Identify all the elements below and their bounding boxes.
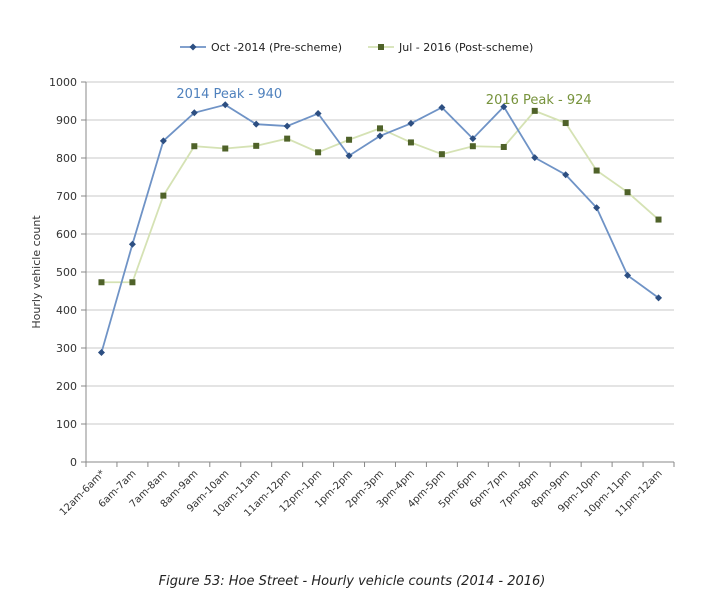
peak-annotation: 2016 Peak - 924: [486, 93, 592, 108]
chart-annotations: 2014 Peak - 940 2016 Peak - 924: [176, 87, 591, 108]
y-tick-label: 900: [56, 114, 77, 127]
y-tick-label: 600: [56, 228, 77, 241]
data-point: [345, 152, 353, 160]
data-point: [376, 132, 384, 140]
data-point: [128, 240, 136, 248]
data-point: [160, 192, 167, 199]
x-tick-label: 12am-6am*: [58, 468, 108, 518]
y-tick-label: 1000: [49, 76, 77, 89]
data-point: [500, 103, 508, 111]
series-oct-2014: [97, 101, 663, 357]
data-point: [129, 279, 136, 286]
legend-entry: Oct -2014 (Pre-scheme): [180, 41, 342, 54]
legend-marker: [189, 43, 197, 51]
y-tick-label: 200: [56, 380, 77, 393]
data-point: [315, 149, 322, 156]
data-point: [624, 271, 632, 279]
y-tick-label: 300: [56, 342, 77, 355]
data-point: [469, 143, 476, 150]
legend-marker: [378, 44, 384, 50]
chart-series: [97, 101, 663, 357]
data-point: [191, 143, 198, 150]
chart-grid: [86, 81, 674, 425]
chart-axes: 0 100 200 300 400 500 600 700 800 900 1000 12am-6am…: [49, 76, 675, 519]
y-tick-label: 0: [70, 456, 77, 469]
y-tick-label: 400: [56, 304, 77, 317]
data-point: [562, 120, 569, 127]
data-point: [283, 122, 291, 130]
line-chart: Oct -2014 (Pre-scheme) Jul - 2016 (Post-s…: [30, 41, 675, 519]
data-point: [346, 136, 353, 143]
data-point: [469, 135, 477, 143]
series-line: [100, 103, 660, 353]
data-point: [593, 167, 600, 174]
data-point: [562, 171, 570, 179]
peak-annotation: 2014 Peak - 940: [176, 87, 282, 102]
data-point: [624, 189, 631, 196]
y-tick-label: 700: [56, 190, 77, 203]
data-point: [190, 109, 198, 117]
data-point: [655, 294, 663, 302]
y-tick-label: 500: [56, 266, 77, 279]
data-point: [438, 103, 446, 111]
data-point: [98, 279, 105, 286]
series-jul-2016: [98, 107, 662, 286]
data-point: [377, 125, 383, 132]
y-tick-label: 100: [56, 418, 77, 431]
data-point: [438, 151, 445, 158]
data-point: [222, 145, 229, 152]
figure-caption: Figure 53: Hoe Street - Hourly vehicle c…: [158, 574, 546, 589]
data-point: [284, 135, 291, 142]
data-point: [655, 216, 662, 223]
data-point: [500, 143, 507, 150]
y-tick-label: 800: [56, 152, 77, 165]
y-axis-label: Hourly vehicle count: [30, 215, 43, 329]
data-point: [531, 154, 539, 162]
data-point: [221, 101, 229, 109]
data-point: [314, 110, 322, 118]
data-point: [531, 107, 538, 114]
data-point: [252, 120, 260, 128]
data-point: [253, 142, 260, 149]
data-point: [159, 137, 167, 145]
data-point: [593, 204, 601, 212]
data-point: [407, 119, 415, 127]
chart-legend: Oct -2014 (Pre-scheme) Jul - 2016 (Post-s…: [180, 41, 533, 54]
legend-label: Jul - 2016 (Post-scheme): [398, 41, 533, 54]
legend-label: Oct -2014 (Pre-scheme): [211, 41, 342, 54]
legend-entry: Jul - 2016 (Post-scheme): [368, 41, 533, 54]
data-point: [97, 349, 105, 357]
data-point: [407, 139, 414, 146]
